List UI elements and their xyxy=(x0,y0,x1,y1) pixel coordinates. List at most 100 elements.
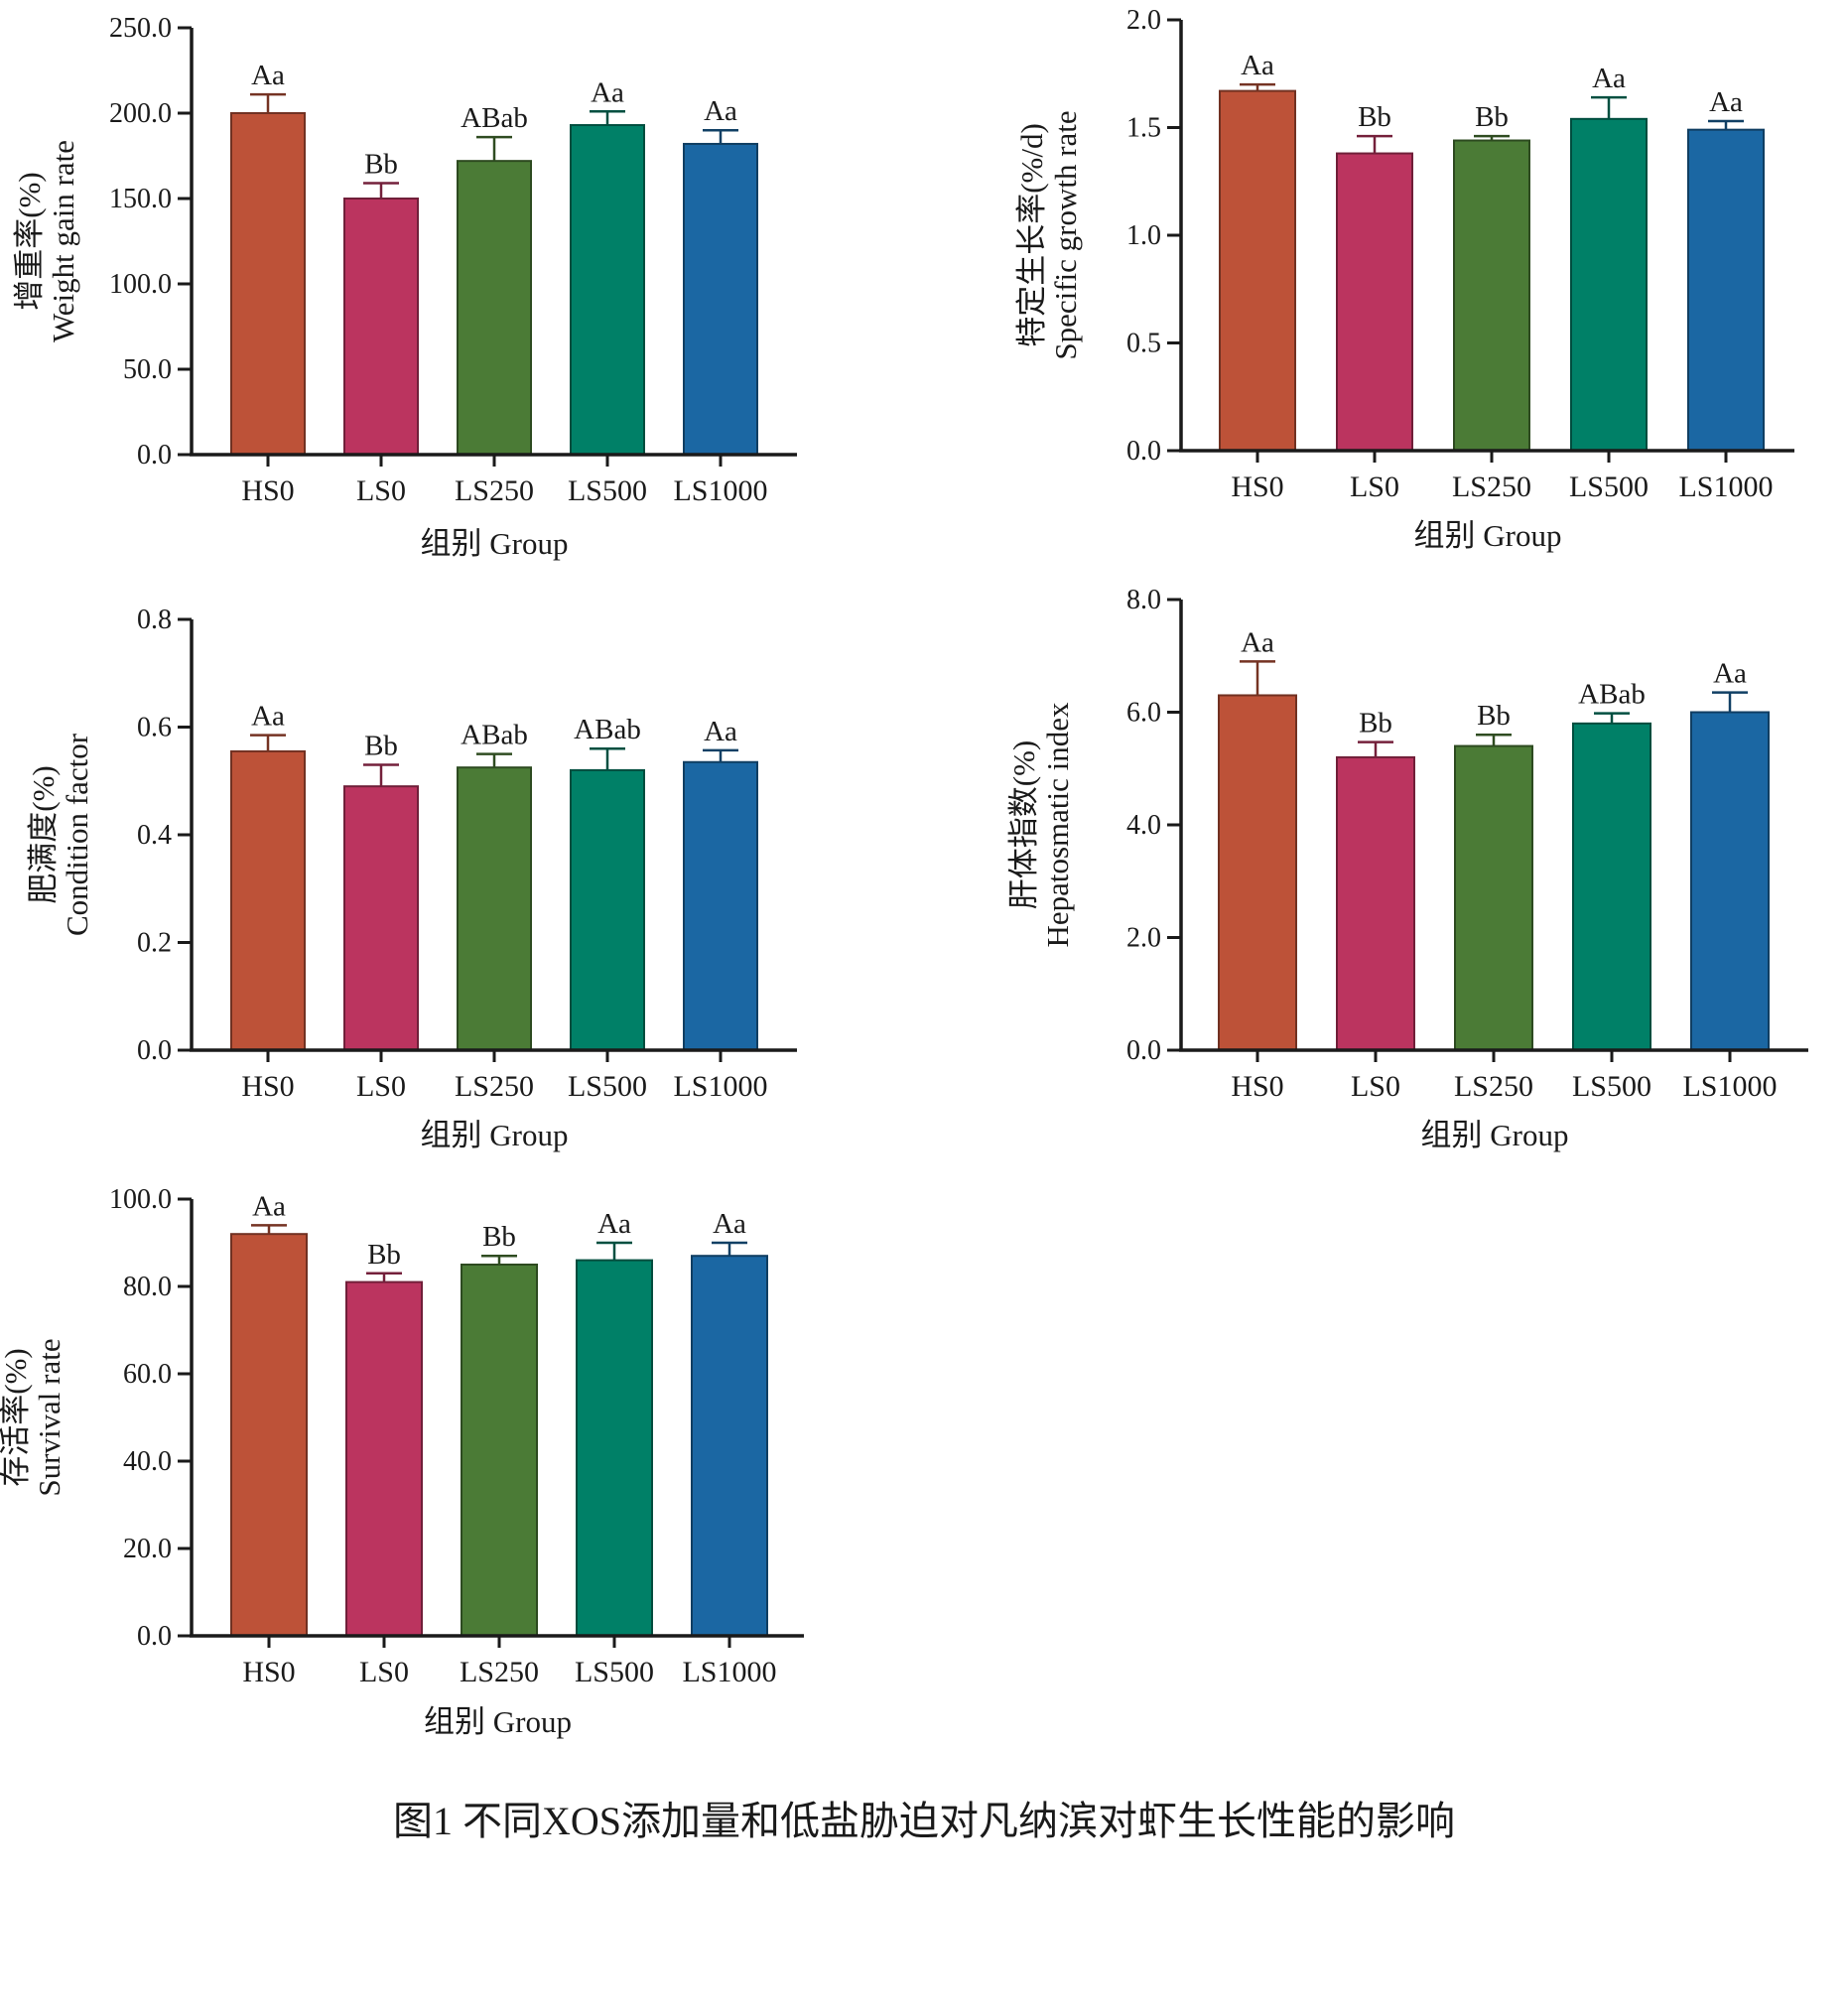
bar-ls0 xyxy=(343,785,419,1051)
x-tick-label: HS0 xyxy=(241,1070,294,1103)
significance-label: Bb xyxy=(1358,101,1391,133)
x-tick-label: LS1000 xyxy=(673,1070,767,1103)
significance-label: Aa xyxy=(251,60,285,91)
bar-ls500 xyxy=(1570,117,1648,452)
y-tick-label: 20.0 xyxy=(123,1534,172,1564)
chart-panel-survival-rate: Aa HS0 Bb LS0 Bb LS250 Aa LS500 Aa LS1000 0.0 20.0 4… xyxy=(0,1184,804,1739)
x-axis-title: 组别 Group xyxy=(421,526,569,561)
y-tick-label: 60.0 xyxy=(123,1359,172,1390)
y-tick-label: 0.0 xyxy=(1126,436,1161,467)
x-tick-label: LS500 xyxy=(568,1070,647,1103)
significance-label: Bb xyxy=(367,1239,401,1271)
bar-ls1000 xyxy=(1687,128,1765,452)
y-tick-label: 0.2 xyxy=(137,928,172,959)
x-tick-label: LS250 xyxy=(1452,470,1531,503)
y-tick-label: 0.0 xyxy=(137,1035,172,1066)
chart-panel-condition-factor: Aa HS0 Bb LS0 ABab LS250 ABab LS500 Aa LS1000 0.0 0… xyxy=(26,605,797,1152)
y-tick-label: 100.0 xyxy=(109,269,172,300)
y-tick-label: 40.0 xyxy=(123,1446,172,1477)
y-tick-label: 1.0 xyxy=(1126,220,1161,251)
x-tick-label: LS0 xyxy=(356,1070,406,1103)
bar-hs0 xyxy=(230,1233,308,1637)
significance-label: Bb xyxy=(364,149,398,181)
y-tick-label: 50.0 xyxy=(123,354,172,385)
figure-caption: 图1 不同XOS添加量和低盐胁迫对凡纳滨对虾生长性能的影响 xyxy=(393,1799,1455,1843)
significance-label: Bb xyxy=(1477,700,1511,732)
bar-ls500 xyxy=(570,768,645,1052)
bar-ls0 xyxy=(1336,755,1415,1052)
y-axis-title-en: Hepatosmatic index xyxy=(1040,702,1075,948)
x-tick-label: LS0 xyxy=(356,474,406,507)
bar-ls250 xyxy=(457,160,532,456)
bar-ls500 xyxy=(570,124,645,456)
x-tick-label: LS500 xyxy=(575,1656,654,1688)
significance-label: Aa xyxy=(704,716,737,747)
x-tick-label: LS500 xyxy=(1572,1070,1651,1103)
x-tick-label: LS1000 xyxy=(682,1656,776,1688)
x-tick-label: HS0 xyxy=(1231,1070,1283,1103)
bar-ls1000 xyxy=(691,1255,768,1637)
x-tick-label: HS0 xyxy=(1231,470,1283,503)
x-tick-label: LS250 xyxy=(455,1070,534,1103)
y-tick-label: 0.0 xyxy=(137,1621,172,1652)
x-tick-label: LS1000 xyxy=(1682,1070,1777,1103)
significance-label: Bb xyxy=(1475,101,1509,133)
significance-label: ABab xyxy=(1578,679,1646,711)
y-axis-title-en: Weight gain rate xyxy=(46,140,80,342)
bar-ls1000 xyxy=(683,142,758,457)
x-tick-label: HS0 xyxy=(241,474,294,507)
bar-ls0 xyxy=(345,1280,423,1637)
x-tick-label: LS0 xyxy=(1351,1070,1400,1103)
chart-panel-specific-growth-rate: Aa HS0 Bb LS0 Bb LS250 Aa LS500 Aa LS1000 0.0 0.5 1.… xyxy=(1014,5,1794,553)
y-tick-label: 200.0 xyxy=(109,98,172,129)
bar-ls250 xyxy=(1453,139,1530,453)
significance-label: Bb xyxy=(364,730,398,761)
bar-hs0 xyxy=(230,112,306,456)
significance-label: ABab xyxy=(461,102,528,134)
significance-label: Aa xyxy=(1709,86,1743,118)
x-tick-label: LS500 xyxy=(1569,470,1649,503)
y-axis-title-cn: 肝体指数(%) xyxy=(1006,740,1041,909)
x-tick-label: LS250 xyxy=(460,1656,539,1688)
y-axis-title-cn: 肥满度(%) xyxy=(26,765,61,903)
significance-label: Aa xyxy=(1241,626,1274,658)
y-axis-title-cn: 增重率(%) xyxy=(12,172,47,310)
y-tick-label: 2.0 xyxy=(1126,5,1161,36)
y-tick-label: 4.0 xyxy=(1126,810,1161,841)
y-tick-label: 1.5 xyxy=(1126,113,1161,144)
y-tick-label: 0.0 xyxy=(1126,1035,1161,1066)
y-axis-title-cn: 特定生长率(%/d) xyxy=(1014,123,1049,347)
significance-label: Bb xyxy=(1359,708,1392,739)
x-tick-label: LS0 xyxy=(359,1656,409,1688)
significance-label: Aa xyxy=(713,1208,746,1240)
significance-label: Aa xyxy=(1241,50,1274,81)
bar-ls500 xyxy=(1572,722,1651,1051)
significance-label: Bb xyxy=(482,1221,516,1253)
y-tick-label: 0.8 xyxy=(137,605,172,635)
significance-label: Aa xyxy=(704,95,737,127)
x-tick-label: LS500 xyxy=(568,474,647,507)
y-tick-label: 6.0 xyxy=(1126,698,1161,729)
y-tick-label: 8.0 xyxy=(1126,585,1161,615)
y-tick-label: 150.0 xyxy=(109,184,172,214)
x-tick-label: LS1000 xyxy=(673,474,767,507)
y-axis-title-cn: 存活率(%) xyxy=(0,1348,33,1486)
y-tick-label: 250.0 xyxy=(109,13,172,44)
chart-panel-hepatosomatic-index: Aa HS0 Bb LS0 Bb LS250 ABab LS500 Aa LS1000 0.0 2.0… xyxy=(1006,585,1808,1152)
y-tick-label: 0.6 xyxy=(137,713,172,743)
significance-label: Aa xyxy=(252,1190,286,1222)
x-tick-label: LS1000 xyxy=(1678,470,1773,503)
x-tick-label: HS0 xyxy=(242,1656,295,1688)
y-axis-title-en: Specific growth rate xyxy=(1048,110,1083,359)
significance-label: Aa xyxy=(1713,658,1747,690)
y-axis-title-en: Survival rate xyxy=(32,1338,66,1496)
significance-label: Aa xyxy=(597,1208,631,1240)
chart-panel-weight-gain-rate: Aa HS0 Bb LS0 ABab LS250 Aa LS500 Aa LS1000 0.0 50.… xyxy=(12,13,797,561)
x-axis-title: 组别 Group xyxy=(1414,518,1562,553)
y-tick-label: 0.5 xyxy=(1126,329,1161,359)
x-axis-title: 组别 Group xyxy=(1421,1118,1569,1152)
significance-label: ABab xyxy=(574,714,641,745)
bar-hs0 xyxy=(1218,694,1297,1051)
bar-ls1000 xyxy=(683,760,758,1051)
